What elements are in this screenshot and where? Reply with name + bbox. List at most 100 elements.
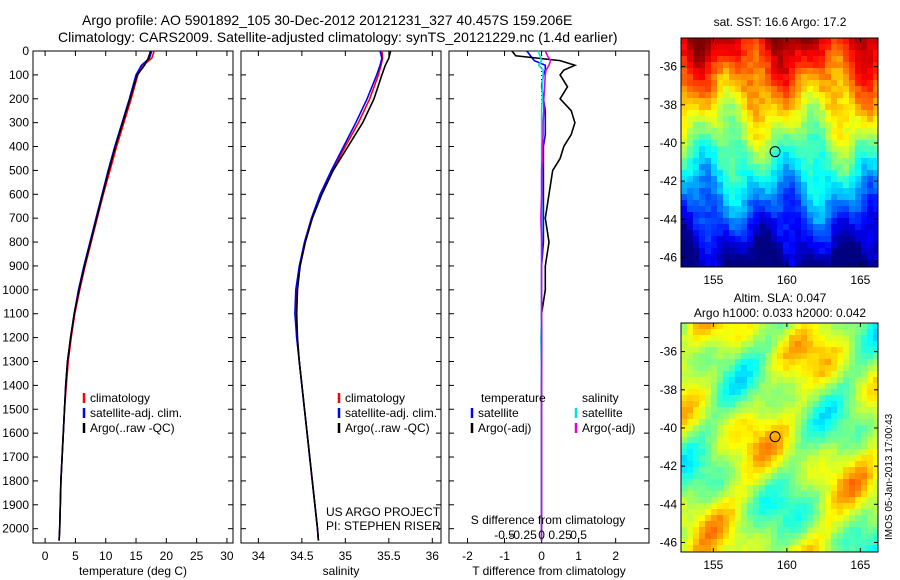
map-cell bbox=[687, 329, 694, 336]
map-cell bbox=[681, 479, 688, 486]
map-y-tick-label: -40 bbox=[660, 136, 678, 150]
map-cell bbox=[819, 212, 826, 219]
map-cell bbox=[831, 467, 838, 474]
map-cell bbox=[753, 377, 760, 384]
map-y-tick-label: -38 bbox=[660, 383, 678, 397]
map-cell bbox=[873, 50, 878, 57]
map-cell bbox=[735, 242, 742, 249]
map-cell bbox=[777, 497, 784, 504]
map-cell bbox=[747, 383, 754, 390]
map-cell bbox=[783, 116, 790, 123]
map-cell bbox=[705, 329, 712, 336]
map-cell bbox=[771, 515, 778, 522]
map-cell bbox=[783, 236, 790, 243]
map-cell bbox=[861, 224, 868, 231]
map-cell bbox=[843, 347, 850, 354]
map-cell bbox=[819, 206, 826, 213]
map-cell bbox=[753, 539, 760, 546]
x-tick-label: 0 bbox=[538, 549, 545, 563]
map-cell bbox=[831, 419, 838, 426]
map-cell bbox=[873, 230, 878, 237]
map-cell bbox=[795, 353, 802, 360]
map-cell bbox=[873, 164, 878, 171]
map-cell bbox=[717, 467, 724, 474]
map-cell bbox=[825, 146, 832, 153]
map-cell bbox=[765, 110, 772, 117]
map-cell bbox=[765, 56, 772, 63]
map-cell bbox=[807, 158, 814, 165]
map-cell bbox=[747, 44, 754, 51]
map-cell bbox=[801, 62, 808, 69]
map-cell bbox=[795, 437, 802, 444]
map-cell bbox=[681, 377, 688, 384]
map-cell bbox=[789, 200, 796, 207]
map-cell bbox=[693, 122, 700, 129]
map-cell bbox=[741, 68, 748, 75]
map-cell bbox=[873, 371, 878, 378]
map-cell bbox=[717, 383, 724, 390]
map-cell bbox=[765, 128, 772, 135]
map-cell bbox=[807, 473, 814, 480]
map-cell bbox=[807, 146, 814, 153]
map-cell bbox=[771, 347, 778, 354]
map-cell bbox=[753, 146, 760, 153]
map-cell bbox=[873, 182, 878, 189]
map-cell bbox=[711, 140, 718, 147]
map-cell bbox=[699, 122, 706, 129]
map-cell bbox=[729, 176, 736, 183]
map-cell bbox=[813, 425, 820, 432]
map-cell bbox=[843, 473, 850, 480]
map-cell bbox=[759, 254, 766, 261]
map-cell bbox=[837, 539, 844, 546]
map-cell bbox=[843, 467, 850, 474]
map-cell bbox=[753, 401, 760, 408]
map-cell bbox=[711, 383, 718, 390]
map-cell bbox=[831, 164, 838, 171]
map-cell bbox=[735, 44, 742, 51]
map-cell bbox=[711, 128, 718, 135]
map-cell bbox=[825, 383, 832, 390]
map-cell bbox=[735, 425, 742, 432]
map-cell bbox=[873, 461, 878, 468]
map-cell bbox=[687, 254, 694, 261]
map-cell bbox=[729, 248, 736, 255]
map-cell bbox=[771, 377, 778, 384]
map-cell bbox=[777, 224, 784, 231]
map-cell bbox=[753, 395, 760, 402]
map-cell bbox=[855, 110, 862, 117]
map-cell bbox=[723, 206, 730, 213]
map-cell bbox=[741, 128, 748, 135]
map-cell bbox=[789, 413, 796, 420]
map-cell bbox=[693, 503, 700, 510]
map-cell bbox=[711, 407, 718, 414]
map-cell bbox=[765, 164, 772, 171]
map-cell bbox=[681, 509, 688, 516]
map-cell bbox=[687, 467, 694, 474]
map-cell bbox=[795, 335, 802, 342]
map-cell bbox=[681, 383, 688, 390]
map-cell bbox=[771, 122, 778, 129]
map-cell bbox=[783, 254, 790, 261]
map-cell bbox=[819, 38, 826, 45]
map-cell bbox=[759, 371, 766, 378]
map-cell bbox=[711, 116, 718, 123]
map-cell bbox=[855, 200, 862, 207]
map-cell bbox=[699, 347, 706, 354]
map-cell bbox=[759, 200, 766, 207]
map-cell bbox=[747, 188, 754, 195]
map-cell bbox=[723, 218, 730, 225]
map-cell bbox=[705, 389, 712, 396]
map-cell bbox=[831, 461, 838, 468]
map-cell bbox=[729, 371, 736, 378]
map-cell bbox=[783, 479, 790, 486]
map-cell bbox=[849, 140, 856, 147]
map-cell bbox=[783, 401, 790, 408]
map-cell bbox=[717, 497, 724, 504]
map-cell bbox=[813, 260, 820, 267]
map-cell bbox=[843, 242, 850, 249]
map-cell bbox=[705, 74, 712, 81]
map-cell bbox=[777, 164, 784, 171]
map-cell bbox=[813, 248, 820, 255]
map-cell bbox=[705, 323, 712, 330]
map-cell bbox=[771, 146, 778, 153]
